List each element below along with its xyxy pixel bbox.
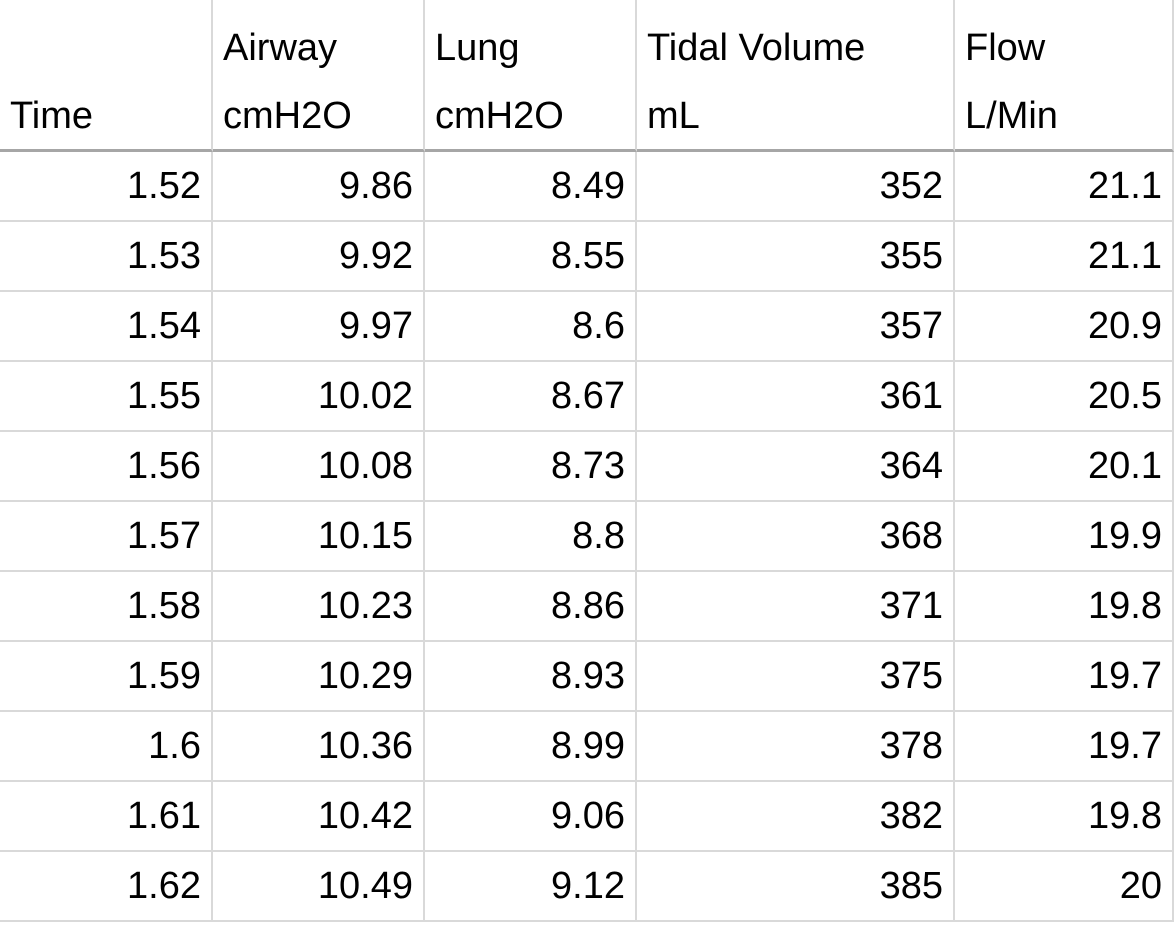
header-cell[interactable]: Airway cmH2O <box>213 0 425 152</box>
cell[interactable]: 1.59 <box>0 642 213 712</box>
cell[interactable]: 378 <box>637 712 955 782</box>
cell[interactable]: 1.6 <box>0 712 213 782</box>
cell[interactable]: 10.02 <box>213 362 425 432</box>
header-cell[interactable]: Flow L/Min <box>955 0 1174 152</box>
cell[interactable]: 1.53 <box>0 222 213 292</box>
cell[interactable]: 19.9 <box>955 502 1174 572</box>
header-text: Tidal Volume <box>647 27 866 69</box>
cell[interactable]: 8.6 <box>425 292 637 362</box>
header-text: mL <box>647 95 700 137</box>
cell[interactable]: 20.1 <box>955 432 1174 502</box>
cell[interactable]: 9.06 <box>425 782 637 852</box>
cell[interactable]: 9.92 <box>213 222 425 292</box>
cell[interactable]: 19.7 <box>955 712 1174 782</box>
cell[interactable]: 8.8 <box>425 502 637 572</box>
cell[interactable]: 10.08 <box>213 432 425 502</box>
cell[interactable]: 1.57 <box>0 502 213 572</box>
cell[interactable]: 21.1 <box>955 152 1174 222</box>
cell[interactable]: 10.23 <box>213 572 425 642</box>
header-text: Lung <box>435 27 520 69</box>
cell[interactable]: 8.73 <box>425 432 637 502</box>
header-text: Time <box>10 95 94 137</box>
cell[interactable]: 8.86 <box>425 572 637 642</box>
cell[interactable]: 1.62 <box>0 852 213 922</box>
cell[interactable]: 357 <box>637 292 955 362</box>
cell[interactable]: 9.86 <box>213 152 425 222</box>
cell[interactable]: 21.1 <box>955 222 1174 292</box>
cell[interactable]: 10.36 <box>213 712 425 782</box>
header-cell[interactable]: Tidal Volume mL <box>637 0 955 152</box>
cell[interactable]: 19.8 <box>955 782 1174 852</box>
cell[interactable]: 19.7 <box>955 642 1174 712</box>
cell[interactable]: 10.15 <box>213 502 425 572</box>
cell[interactable]: 364 <box>637 432 955 502</box>
cell[interactable]: 10.49 <box>213 852 425 922</box>
cell[interactable]: 8.99 <box>425 712 637 782</box>
cell[interactable]: 385 <box>637 852 955 922</box>
cell[interactable]: 1.56 <box>0 432 213 502</box>
cell[interactable]: 1.58 <box>0 572 213 642</box>
cell[interactable]: 368 <box>637 502 955 572</box>
cell[interactable]: 20 <box>955 852 1174 922</box>
header-text: L/Min <box>965 95 1058 137</box>
cell[interactable]: 1.61 <box>0 782 213 852</box>
header-text: Airway <box>223 27 338 69</box>
cell[interactable]: 9.12 <box>425 852 637 922</box>
cell[interactable]: 10.42 <box>213 782 425 852</box>
cell[interactable]: 371 <box>637 572 955 642</box>
cell[interactable]: 20.9 <box>955 292 1174 362</box>
cell[interactable]: 10.29 <box>213 642 425 712</box>
cell[interactable]: 8.49 <box>425 152 637 222</box>
header-cell[interactable]: Lung cmH2O <box>425 0 637 152</box>
cell[interactable]: 355 <box>637 222 955 292</box>
cell[interactable]: 8.55 <box>425 222 637 292</box>
header-text: cmH2O <box>435 95 564 137</box>
cell[interactable]: 19.8 <box>955 572 1174 642</box>
cell[interactable]: 352 <box>637 152 955 222</box>
cell[interactable]: 375 <box>637 642 955 712</box>
header-text: Flow <box>965 27 1046 69</box>
cell[interactable]: 1.54 <box>0 292 213 362</box>
cell[interactable]: 382 <box>637 782 955 852</box>
cell[interactable]: 361 <box>637 362 955 432</box>
cell[interactable]: 8.93 <box>425 642 637 712</box>
cell[interactable]: 9.97 <box>213 292 425 362</box>
cell[interactable]: 1.55 <box>0 362 213 432</box>
cell[interactable]: 8.67 <box>425 362 637 432</box>
header-text: cmH2O <box>223 95 352 137</box>
header-cell[interactable]: Time <box>0 0 213 152</box>
cell[interactable]: 1.52 <box>0 152 213 222</box>
cell[interactable]: 20.5 <box>955 362 1174 432</box>
